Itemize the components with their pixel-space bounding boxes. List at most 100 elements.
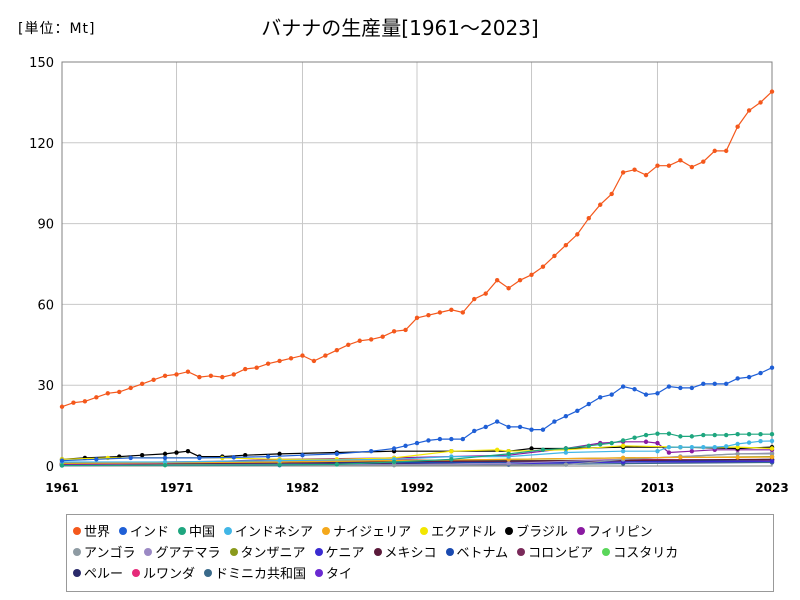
legend-marker xyxy=(224,526,233,535)
series-0-point xyxy=(403,327,408,333)
series-2-point xyxy=(59,463,65,468)
plot-frame xyxy=(61,61,773,467)
series-2-point xyxy=(769,432,775,437)
legend-marker xyxy=(73,547,81,556)
series-2-point xyxy=(598,442,603,447)
series-0-point xyxy=(632,167,637,172)
series-1-point xyxy=(575,408,580,413)
series-1-point xyxy=(472,428,477,434)
series-1-point xyxy=(735,376,740,381)
legend-row: 世界 インド 中国 インドネシア ナイジェリア エクアドル ブラジル フィリピン xyxy=(73,520,767,541)
series-1-point xyxy=(231,455,236,460)
legend-marker xyxy=(505,526,514,535)
legend-item: 世界 xyxy=(73,521,110,540)
legend: 世界 インド 中国 インドネシア ナイジェリア エクアドル ブラジル フィリピン アンゴラ グアテ… xyxy=(66,514,774,592)
series-0-point xyxy=(426,312,431,318)
legend-item: ドミニカ共和国 xyxy=(204,563,306,582)
unit-label: [単位：Mt] xyxy=(18,21,96,37)
series-1-point xyxy=(449,436,454,442)
series-1-point xyxy=(59,458,65,463)
series-0-point xyxy=(128,385,133,391)
series-11-point xyxy=(769,458,775,464)
legend-item: インドネシア xyxy=(224,521,313,540)
series-0-point xyxy=(655,163,660,168)
legend-label: ペルー xyxy=(84,567,124,582)
series-2-point xyxy=(563,446,569,451)
series-1-point xyxy=(517,424,523,430)
series-0-point xyxy=(449,307,454,312)
series-3-point xyxy=(769,438,775,444)
series-3-point xyxy=(277,458,282,463)
series-1-point xyxy=(723,381,729,387)
series-4-point xyxy=(620,455,626,461)
series-0-point xyxy=(598,202,603,207)
series-0-point xyxy=(701,159,706,164)
series-1-point xyxy=(426,438,431,443)
series-2-point xyxy=(678,434,683,439)
legend-row: ペルー ルワンダ ドミニカ共和国 タイ xyxy=(73,562,767,583)
legend-item: コスタリカ xyxy=(602,542,678,561)
series-5-point xyxy=(494,447,500,453)
legend-marker xyxy=(314,547,323,556)
legend-item: ルワンダ xyxy=(132,563,195,582)
series-0-point xyxy=(460,310,466,315)
series-2-point xyxy=(632,435,637,440)
y-tick-label: 60 xyxy=(37,298,54,313)
legend-item: インド xyxy=(119,521,169,540)
y-tick-label: 150 xyxy=(29,56,54,71)
series-1-point xyxy=(368,448,374,454)
series-0-point xyxy=(472,296,477,302)
series-2-point xyxy=(277,462,282,468)
series-8-point xyxy=(769,451,775,457)
legend-item: フィリピン xyxy=(576,521,653,540)
series-0-point xyxy=(758,100,763,105)
series-0-point xyxy=(311,358,317,364)
legend-label: タンザニア xyxy=(240,546,306,561)
series-2-point xyxy=(758,432,763,437)
legend-marker xyxy=(420,526,429,535)
legend-item: メキシコ xyxy=(373,542,437,561)
series-3-point xyxy=(666,444,672,450)
series-0-point xyxy=(288,356,294,361)
series-0-point xyxy=(334,347,340,353)
legend-marker xyxy=(602,547,611,556)
series-1-point xyxy=(334,451,340,457)
series-0-point xyxy=(678,158,683,163)
series-1-point xyxy=(403,443,408,448)
series-0-point xyxy=(391,329,397,334)
series-1-point xyxy=(712,381,717,387)
legend-label: コスタリカ xyxy=(613,546,679,561)
series-2-point xyxy=(701,432,706,438)
series-1-point xyxy=(769,365,775,370)
legend-marker xyxy=(315,568,324,577)
series-2-point xyxy=(334,462,340,467)
x-tick-label: 1992 xyxy=(400,481,433,495)
series-0-point xyxy=(71,400,76,405)
series-0-point xyxy=(162,373,168,378)
series-2-point xyxy=(643,432,649,438)
series-7-point xyxy=(666,450,672,455)
series-3-point xyxy=(701,444,706,450)
series-0-point xyxy=(735,124,740,129)
legend-label: グアテマラ xyxy=(155,546,221,561)
legend-marker xyxy=(576,526,585,535)
series-1-point xyxy=(746,374,752,380)
series-0-point xyxy=(197,374,202,380)
chart-title: バナナの生産量[1961～2023] xyxy=(261,16,539,40)
series-1-point xyxy=(94,457,99,462)
legend-marker xyxy=(73,568,81,577)
legend-marker xyxy=(322,526,331,535)
series-2-point xyxy=(391,459,397,465)
legend-item: ケニア xyxy=(314,542,365,561)
x-tick-label: 2023 xyxy=(755,481,788,495)
series-0-point xyxy=(712,148,717,154)
series-1-point xyxy=(609,392,614,397)
series-0-point xyxy=(117,389,122,395)
series-2-point xyxy=(162,462,168,468)
series-8-point xyxy=(391,462,397,468)
series-1-point xyxy=(678,385,683,391)
series-0-point xyxy=(220,374,225,380)
series-3-point xyxy=(735,441,740,447)
series-7-point xyxy=(655,440,660,446)
